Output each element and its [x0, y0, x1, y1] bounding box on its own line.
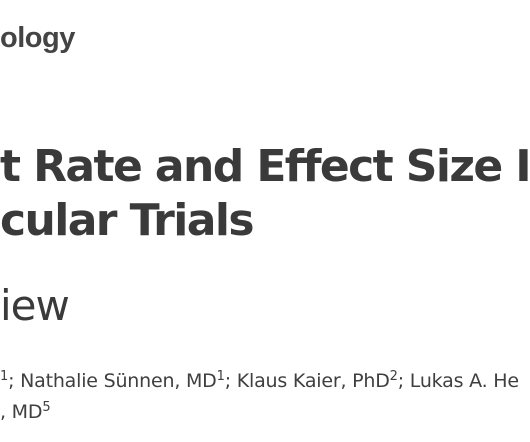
author-line-2: , MD5 [0, 397, 519, 428]
author-list: 1; Nathalie Sünnen, MD1; Klaus Kaier, Ph… [0, 366, 519, 428]
title-line-1: t Rate and Effect Size I [0, 141, 530, 192]
affiliation-marker: 1 [0, 369, 9, 384]
author-name: ; Klaus Kaier, PhD [224, 370, 390, 392]
affiliation-marker: 5 [42, 400, 51, 415]
affiliation-marker: 2 [389, 369, 398, 384]
journal-name: ology [0, 22, 75, 54]
title-line-2: cular Trials [0, 195, 255, 246]
author-name: ; Nathalie Sünnen, MD [8, 370, 217, 392]
author-line-1: 1; Nathalie Sünnen, MD1; Klaus Kaier, Ph… [0, 366, 519, 397]
affiliation-marker: 1 [216, 369, 225, 384]
article-title: t Rate and Effect Size I cular Trials [0, 140, 530, 248]
article-subtitle: iew [0, 281, 70, 330]
author-name: , MD [0, 401, 43, 423]
author-name: ; Lukas A. He [397, 370, 519, 392]
